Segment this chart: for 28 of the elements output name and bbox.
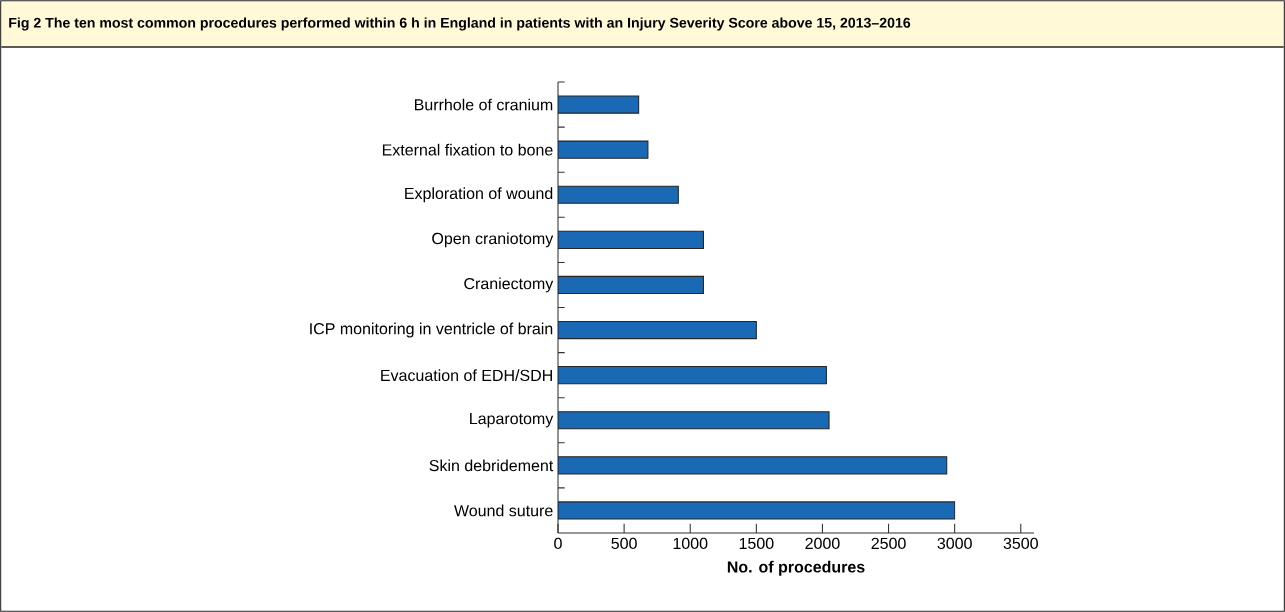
y-tick-label: Wound suture: [454, 504, 553, 517]
x-tick-label: 3000: [937, 537, 972, 550]
x-tick-label: 1500: [739, 537, 774, 550]
y-tick-label: External fixation to bone: [382, 143, 553, 156]
x-tick-label: 2000: [805, 537, 840, 550]
chart-title: Fig 2 The ten most common procedures performed within 6 h in England in patients with an Injury Severity Score above 15, 2013–2016: [9, 17, 911, 31]
bar: [558, 140, 649, 159]
y-tick-label: ICP monitoring in ventricle of brain: [310, 322, 553, 338]
y-tick-label: Laparotomy: [470, 413, 554, 428]
x-tick-label: 500: [611, 537, 637, 550]
bar: [558, 275, 704, 295]
y-tick-label: Craniectomy: [464, 277, 554, 293]
x-axis-title: No. of procedures: [727, 560, 865, 576]
x-tick-label: 1000: [673, 537, 708, 550]
y-tick-label: Evacuation of EDH/SDH: [381, 369, 552, 382]
bar: [558, 320, 757, 340]
bar: [558, 456, 948, 475]
bar: [558, 411, 830, 430]
bar: [558, 366, 827, 385]
y-tick-label: Burrhole of cranium: [414, 98, 553, 111]
y-tick-label: Exploration of wound: [405, 187, 553, 203]
bar: [558, 230, 704, 249]
x-tick-label: 3500: [1003, 537, 1038, 550]
x-tick-label: 0: [554, 537, 562, 550]
y-tick-label: Open craniotomy: [432, 232, 554, 248]
x-tick-label: 2500: [871, 537, 906, 550]
bar: [558, 185, 679, 204]
y-tick-label: Skin debridement: [429, 459, 554, 472]
